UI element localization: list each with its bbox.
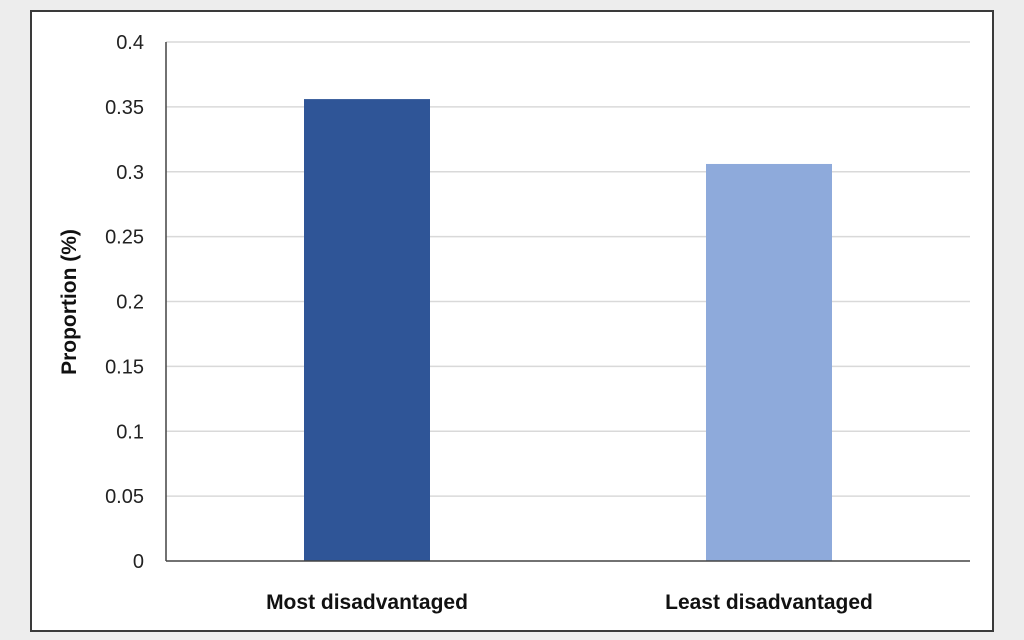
y-tick-label: 0.15 [105,356,144,378]
x-category-label: Least disadvantaged [665,591,873,614]
chart-frame [30,10,994,632]
bar-least-disadvantaged [706,163,832,561]
x-axis-categories: Most disadvantaged Least disadvantaged [266,591,873,614]
y-axis-label: Proportion (%) [58,229,81,375]
y-tick-label: 0.4 [116,32,144,54]
y-tick-label: 0.25 [105,227,144,249]
x-category-label: Most disadvantaged [266,591,468,614]
y-axis-ticks: 0 0.05 0.1 0.15 0.2 0.25 0.3 0.35 0.4 [105,32,144,573]
y-tick-label: 0.05 [105,486,144,508]
gridlines [166,41,970,497]
y-tick-label: 0.35 [105,97,144,119]
y-tick-label: 0.1 [116,421,144,443]
bars [304,99,832,561]
y-tick-label: 0.3 [116,162,144,184]
y-tick-label: 0.2 [116,292,144,314]
bar-most-disadvantaged [304,99,430,561]
y-tick-label: 0 [133,551,144,573]
